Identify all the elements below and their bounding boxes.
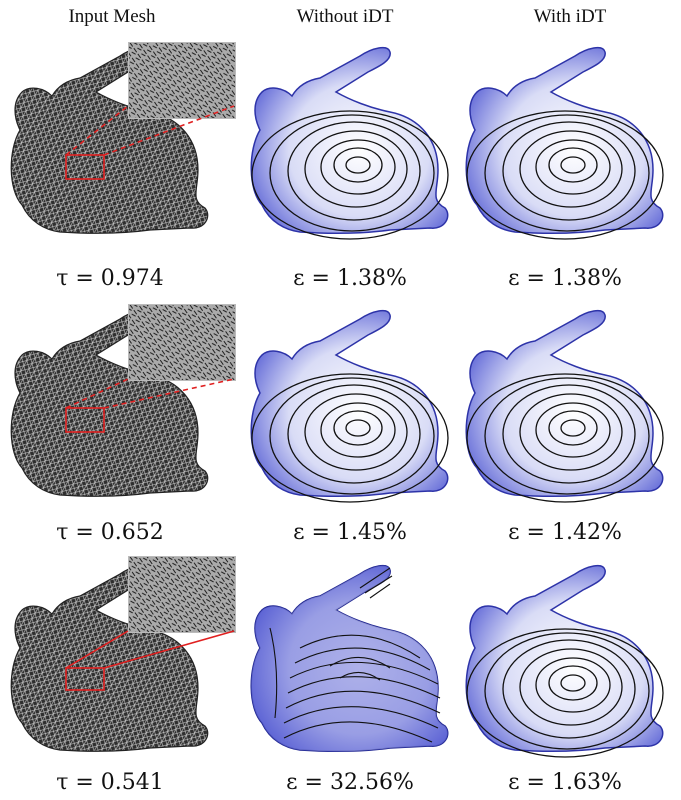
tau-caption: τ = 0.541 [56, 770, 164, 795]
error-caption-without-idt: ε = 32.56% [286, 770, 414, 795]
error-caption-without-idt: ε = 1.45% [293, 520, 407, 545]
column-header-input-mesh: Input Mesh [68, 6, 156, 27]
error-caption-with-idt: ε = 1.63% [508, 770, 622, 795]
error-caption-with-idt: ε = 1.42% [508, 520, 622, 545]
mesh-zoom-inset [128, 556, 236, 633]
with-idt-panel [455, 30, 681, 255]
with-idt-panel [455, 293, 681, 518]
without-idt-panel [240, 30, 470, 255]
mesh-zoom-inset [128, 42, 236, 119]
error-caption-with-idt: ε = 1.38% [508, 266, 622, 291]
without-idt-panel [240, 548, 470, 773]
column-header-without-idt: Without iDT [296, 6, 394, 27]
error-caption-without-idt: ε = 1.38% [293, 266, 407, 291]
tau-caption: τ = 0.652 [56, 520, 164, 545]
mesh-zoom-inset [128, 304, 236, 381]
tau-caption: τ = 0.974 [56, 266, 164, 291]
without-idt-panel [240, 293, 470, 518]
column-header-with-idt: With iDT [533, 6, 607, 27]
with-idt-panel [455, 548, 681, 773]
